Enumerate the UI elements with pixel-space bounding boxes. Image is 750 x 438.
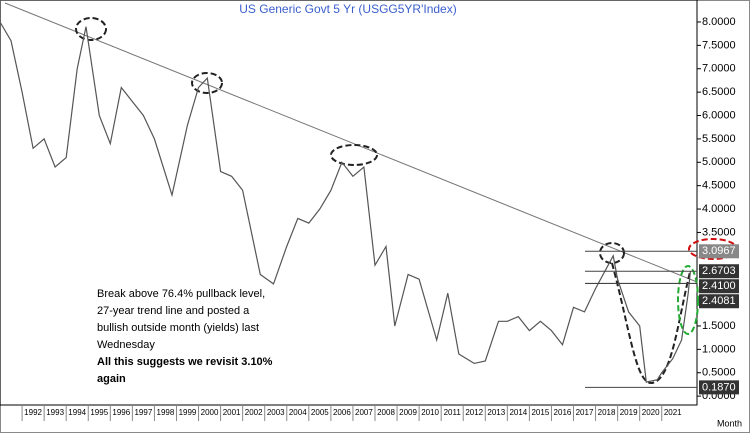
y-tick-label: 8.0000	[702, 16, 736, 28]
x-tick-label: 2011	[444, 408, 462, 417]
annotation-line: 27-year trend line and posted a	[97, 305, 250, 317]
price-label: 2.4100	[702, 280, 736, 292]
trend-line	[4, 2, 698, 283]
x-tick-label: 2018	[598, 408, 616, 417]
x-tick-label: 2010	[421, 408, 439, 417]
ellipse-2006	[330, 144, 378, 166]
price-label: 3.0967	[702, 245, 736, 257]
annotation-line: bullish outside month (yields) last	[97, 322, 259, 334]
annotation-line: Wednesday	[97, 339, 155, 351]
y-tick-label: 1.5000	[702, 320, 736, 332]
y-tick-label: 0.5000	[702, 367, 736, 379]
price-label: 2.4081	[702, 295, 736, 307]
y-tick-label: 7.5000	[702, 39, 736, 51]
x-tick-label: 2009	[399, 408, 417, 417]
price-label-box	[699, 380, 739, 395]
x-tick-label: 2021	[664, 408, 682, 417]
ellipse-2000	[191, 72, 223, 94]
annotation-bold: again	[97, 373, 126, 385]
x-tick-label: 1995	[90, 408, 108, 417]
y-tick-label: 6.5000	[702, 86, 736, 98]
x-tick-label: 1992	[24, 408, 42, 417]
price-label: 2.6703	[702, 265, 736, 277]
x-tick-label: 2015	[531, 408, 549, 417]
price-label-box	[699, 244, 739, 259]
x-tick-label: 2008	[377, 408, 395, 417]
x-tick-label: 2006	[333, 408, 351, 417]
y-tick-label: 4.5000	[702, 180, 736, 192]
x-tick-label: 2007	[355, 408, 373, 417]
ellipse-2018	[599, 242, 625, 264]
x-tick-label: 2005	[311, 408, 329, 417]
x-tick-label: 1996	[112, 408, 130, 417]
ellipse-breakout	[677, 265, 699, 335]
price-label-box	[699, 279, 739, 294]
x-tick-label: 2004	[289, 408, 307, 417]
x-unit-label: Month	[717, 418, 742, 428]
x-tick-label: 1997	[134, 408, 152, 417]
y-tick-label: 5.0000	[702, 156, 736, 168]
x-tick-label: 1994	[68, 408, 86, 417]
price-label-box	[699, 294, 739, 309]
x-tick-label: 2019	[620, 408, 638, 417]
price-label: 0.1870	[702, 381, 736, 393]
x-tick-label: 1999	[179, 408, 197, 417]
price-line	[0, 21, 691, 383]
ellipse-1994	[75, 17, 107, 41]
x-tick-label: 2017	[576, 408, 594, 417]
x-tick-label: 2012	[465, 408, 483, 417]
x-tick-label: 2016	[554, 408, 572, 417]
price-label-box	[699, 264, 739, 279]
annotation: Break above 76.4% pullback level, 27-year…	[97, 288, 273, 385]
y-tick-label: 4.0000	[702, 203, 736, 215]
x-tick-label: 1993	[46, 408, 64, 417]
x-tick-label: 1998	[157, 408, 175, 417]
y-tick-label: 7.0000	[702, 63, 736, 75]
x-tick-label: 2020	[642, 408, 660, 417]
x-tick-label: 2003	[267, 408, 285, 417]
y-tick-label: 1.0000	[702, 343, 736, 355]
y-tick-label: 6.0000	[702, 109, 736, 121]
chart-title: US Generic Govt 5 Yr (USGG5YR'Index)	[239, 2, 456, 16]
x-tick-label: 2000	[201, 408, 219, 417]
y-tick-label: 3.5000	[702, 226, 736, 238]
x-tick-label: 2002	[245, 408, 263, 417]
x-tick-label: 2001	[223, 408, 241, 417]
x-tick-label: 2014	[509, 408, 527, 417]
annotation-line: Break above 76.4% pullback level,	[97, 288, 265, 300]
x-tick-label: 2013	[487, 408, 505, 417]
annotation-bold: All this suggests we revisit 3.10%	[97, 356, 273, 368]
y-tick-label: 5.5000	[702, 133, 736, 145]
